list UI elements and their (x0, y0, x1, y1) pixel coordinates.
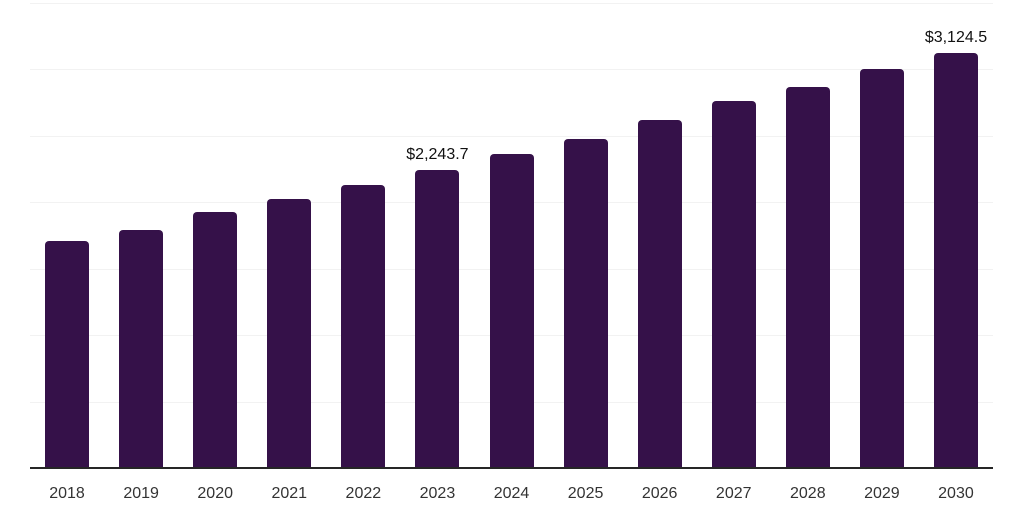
x-tick-label-2024: 2024 (493, 485, 530, 502)
gridline (30, 3, 993, 4)
gridline (30, 135, 993, 137)
bar-2030 (933, 52, 978, 468)
bar-2027 (711, 100, 756, 468)
bar-2023 (415, 169, 460, 468)
x-tick-label-2025: 2025 (567, 485, 604, 502)
x-tick-label-2022: 2022 (345, 485, 382, 502)
x-tick-label-2027: 2027 (715, 485, 752, 502)
bar-value-label-2023: $2,243.7 (406, 145, 469, 163)
bar-2025 (563, 138, 608, 468)
x-tick-label-2030: 2030 (938, 485, 974, 502)
bar-2018 (45, 241, 90, 468)
x-axis-line (30, 467, 993, 469)
x-tick-label-2026: 2026 (641, 485, 678, 502)
x-tick-label-2019: 2019 (123, 485, 159, 502)
x-tick-label-2028: 2028 (790, 485, 826, 502)
bar-2021 (267, 198, 312, 468)
x-tick-label-2018: 2018 (49, 485, 85, 502)
plot-area (30, 3, 993, 468)
bar-2028 (785, 86, 830, 468)
bar-value-label-2030: $3,124.5 (924, 28, 988, 46)
x-tick-label-2020: 2020 (197, 485, 233, 502)
bar-2020 (193, 211, 238, 468)
gridline (30, 69, 993, 71)
x-tick-label-2029: 2029 (864, 485, 900, 502)
x-tick-label-2023: 2023 (419, 485, 456, 502)
bar-2026 (637, 120, 682, 468)
x-tick-label-2021: 2021 (271, 485, 308, 502)
bar-2024 (489, 154, 534, 468)
bar-2029 (859, 69, 904, 468)
bar-2019 (119, 229, 164, 468)
bar-2022 (341, 184, 386, 468)
